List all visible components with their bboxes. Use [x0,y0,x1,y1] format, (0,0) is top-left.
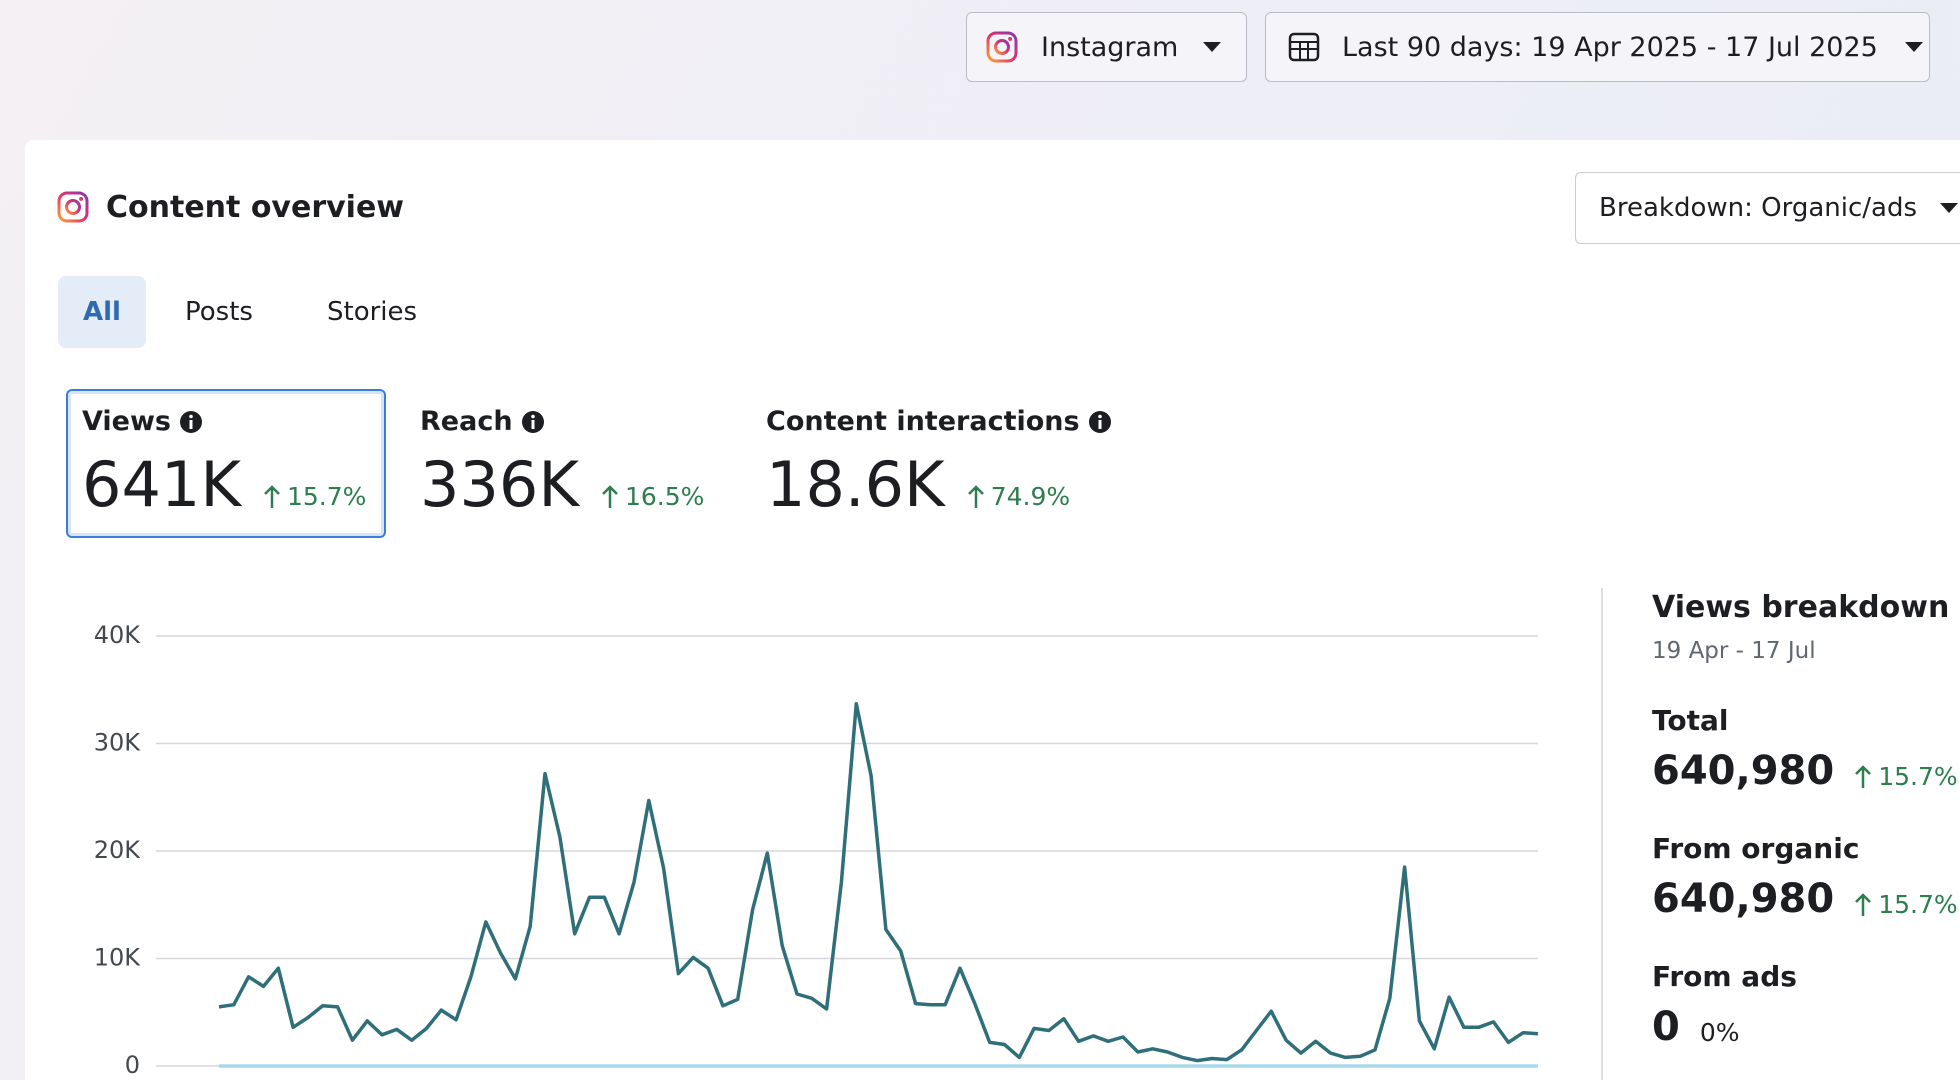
breakdown-change-text: 0% [1699,1018,1740,1047]
metric-label: Content interactions [766,406,1112,437]
breakdown-title: Views breakdown [1652,590,1950,625]
metric-value: 336K [420,448,579,521]
calendar-icon [1288,32,1320,62]
metric-change: 74.9% [967,482,1070,511]
metric-label-text: Reach [420,406,513,437]
metric-label: Reach [420,406,545,437]
y-tick-label: 20K [94,836,142,864]
date-range: Last 90 days: 19 Apr 2025 - 17 Jul 2025 [1342,31,1878,63]
breakdown-change-text: 15.7% [1878,762,1958,791]
metric-label-text: Views [82,406,172,437]
y-tick-label: 40K [94,621,142,649]
card-title: Content overview [106,190,405,225]
breakdown-selector[interactable]: Breakdown: Organic/ads [1575,172,1960,244]
y-tick-label: 0 [125,1051,140,1079]
info-icon [521,410,544,433]
caret [1203,42,1222,52]
metric-label-text: Content interactions [766,406,1080,437]
tab[interactable]: Posts [185,297,253,327]
metric-change-text: 15.7% [287,482,367,511]
metric-change: 16.5% [601,482,704,511]
instagram-icon [986,31,1018,63]
y-tick-label: 10K [94,944,142,972]
account-name: Instagram [1041,31,1179,63]
metric-label: Views [82,406,203,437]
breakdown-change: 15.7% [1854,762,1958,791]
breakdown-label: From ads [1652,960,1797,993]
breakdown-value: 640,980 [1652,876,1835,922]
line-series [218,701,1539,1063]
breakdown-change-text: 15.7% [1878,890,1958,919]
instagram-icon [57,191,89,223]
breakdown-label: From organic [1652,832,1860,865]
metric-selected[interactable] [66,389,386,538]
metric-change-text: 74.9% [990,482,1071,511]
tab[interactable]: Stories [327,297,418,327]
up-arrow [1855,764,1872,788]
breakdown-change: 0% [1700,1018,1740,1047]
account-selector[interactable]: Instagram [966,12,1247,82]
info-icon [1088,410,1111,433]
caret [1904,42,1923,52]
breakdown-value: 640,980 [1652,748,1835,794]
metric-value: 641K [82,448,241,521]
y-tick-label: 30K [94,729,142,757]
chart: 0 10K 20K 30K 40K [94,621,1539,1079]
metric-change-text: 16.5% [625,482,705,511]
up-arrow [1855,892,1872,916]
breakdown-value: 0 [1652,1004,1680,1050]
info-icon [180,410,203,433]
breakdown-period: 19 Apr - 17 Jul [1652,638,1816,664]
divider [1601,588,1603,1080]
content-card [25,140,1960,1080]
metric-value: 18.6K [766,448,945,521]
breakdown-label: Total [1652,704,1729,737]
up-arrow [967,484,984,508]
up-arrow [264,484,280,508]
tab[interactable]: All [58,276,146,348]
caret [1940,203,1958,213]
up-arrow [602,484,618,508]
breakdown-change: 15.7% [1854,890,1958,919]
metric-change: 15.7% [263,482,366,511]
breakdown-label: Breakdown: Organic/ads [1599,193,1917,223]
date-selector[interactable]: Last 90 days: 19 Apr 2025 - 17 Jul 2025 [1265,12,1930,82]
